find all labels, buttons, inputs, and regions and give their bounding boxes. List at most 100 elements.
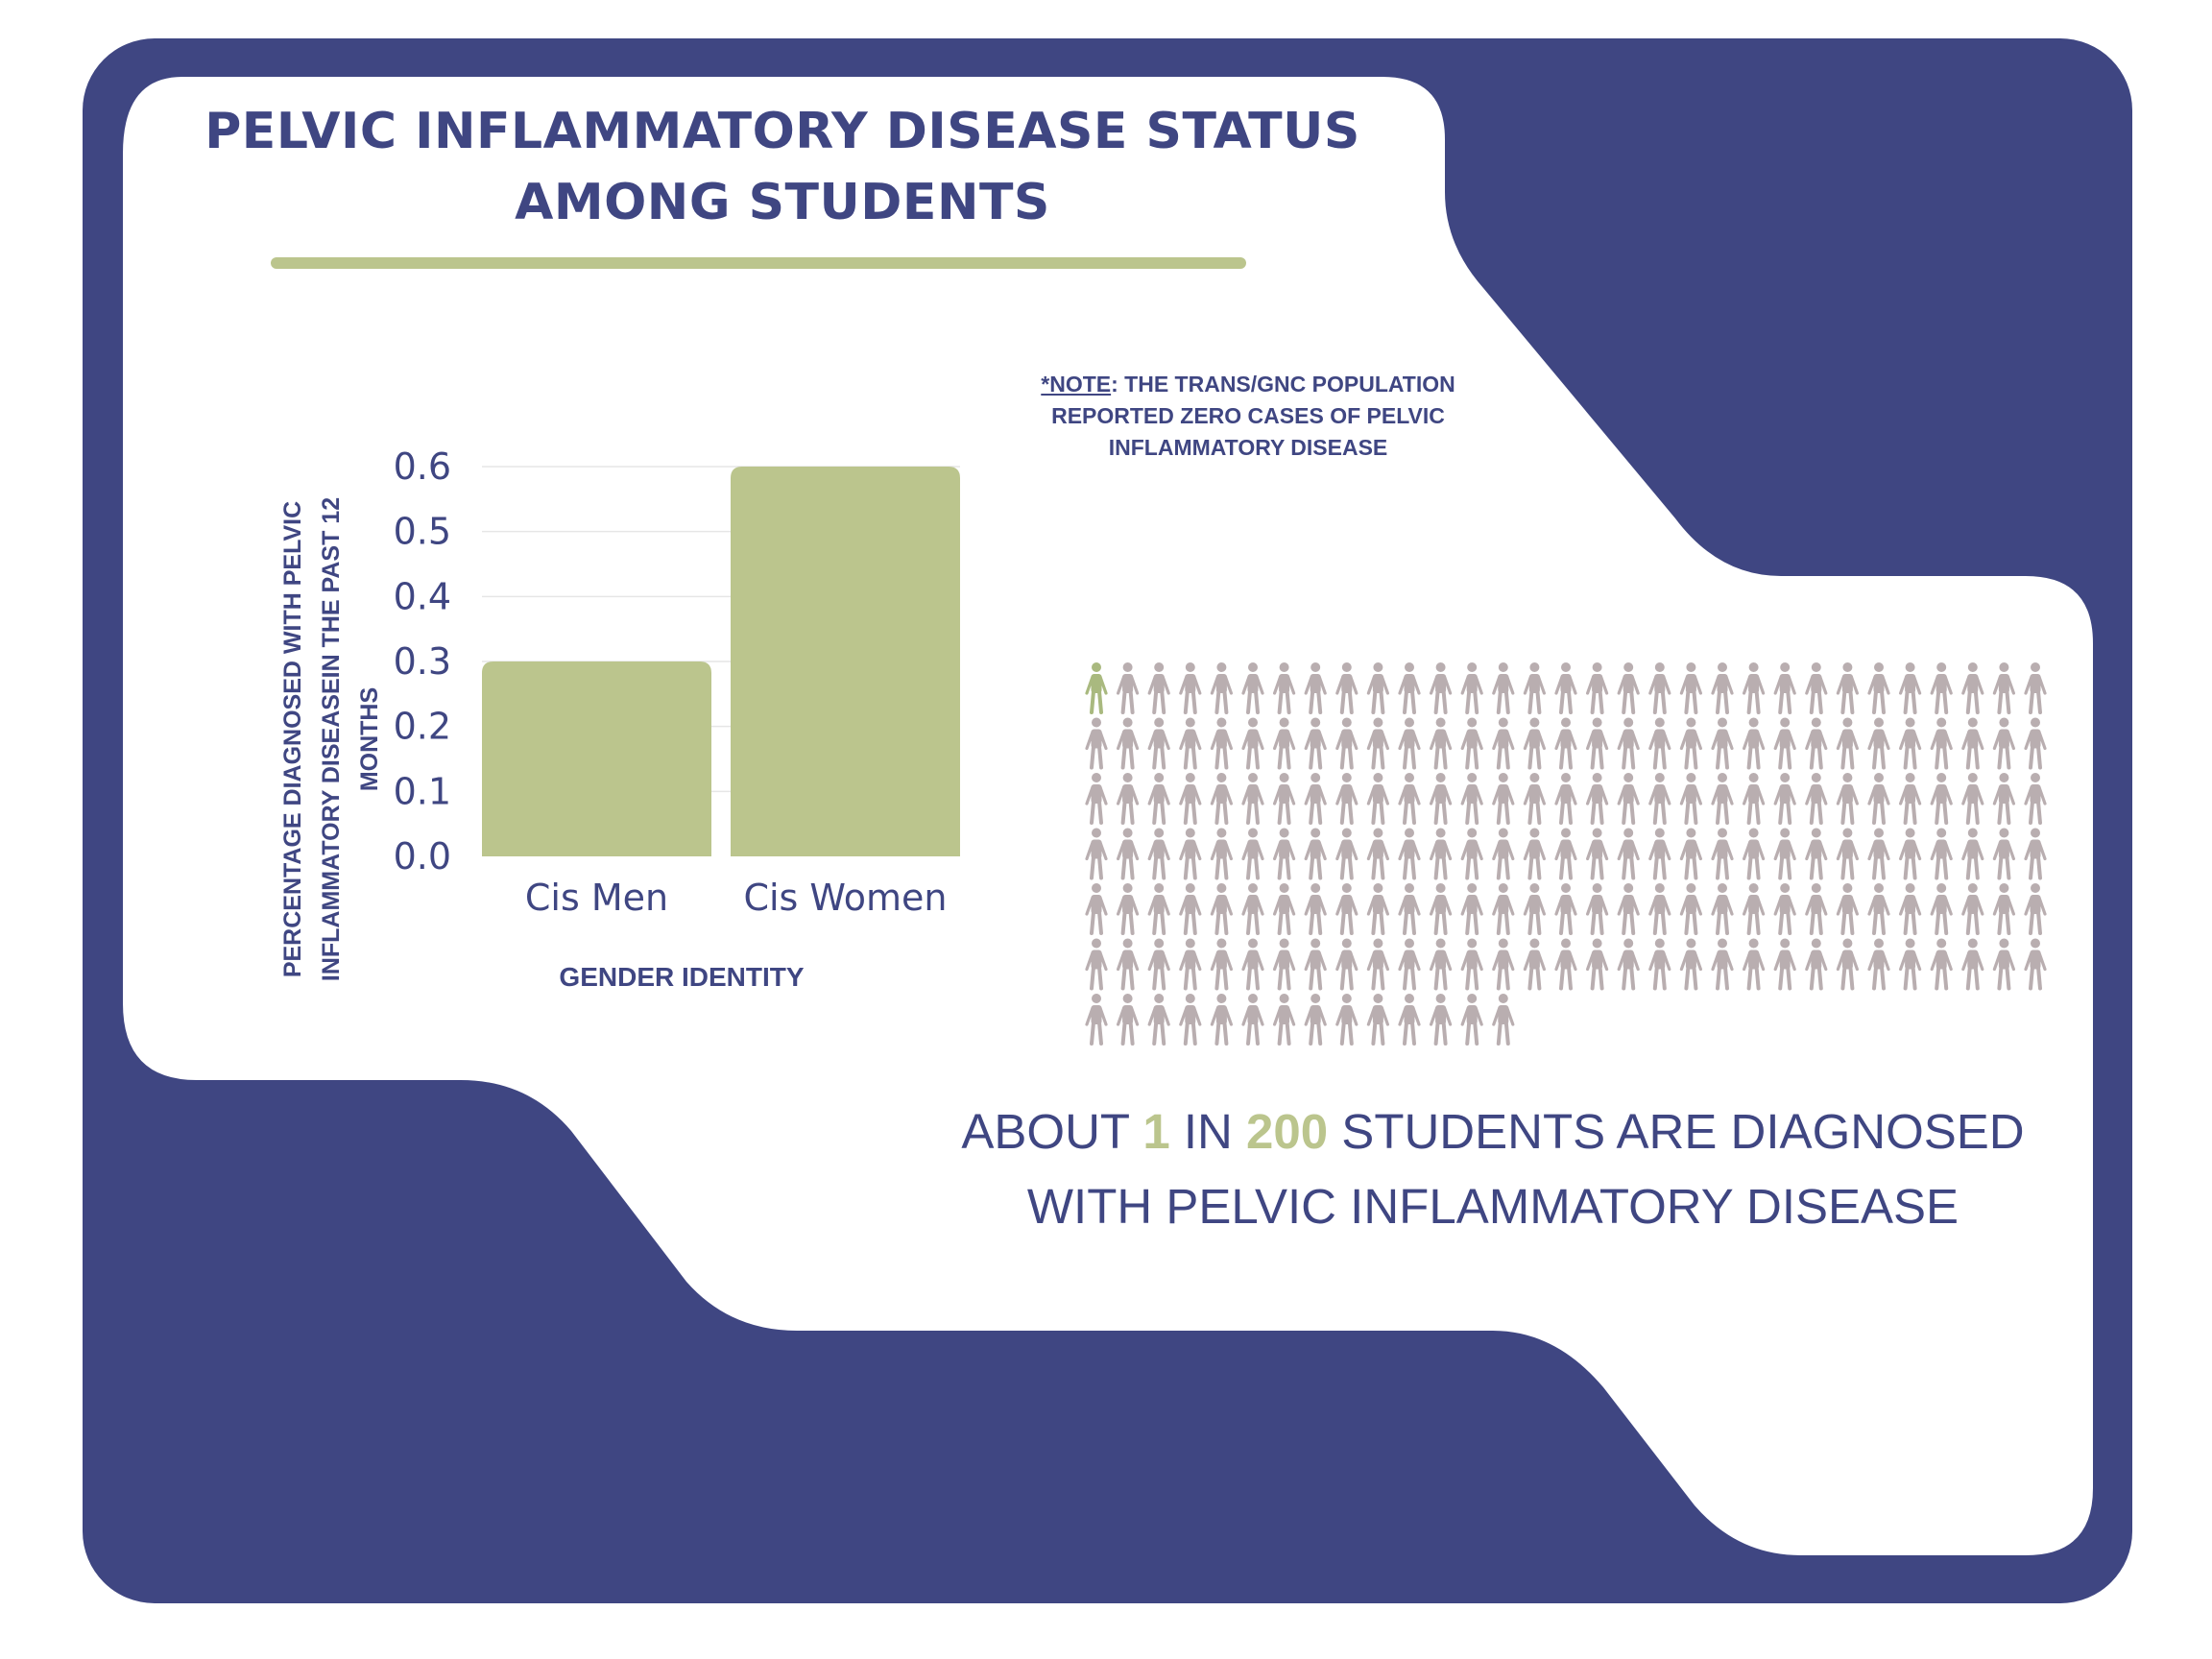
person-icon (1867, 938, 1890, 991)
person-icon (1116, 828, 1140, 880)
person-icon (1210, 773, 1233, 825)
person-icon (1523, 662, 1546, 714)
person-icon (1679, 773, 1703, 825)
person-icon (1085, 938, 1108, 991)
person-icon (1430, 938, 1453, 991)
person-icon (1460, 828, 1483, 880)
person-icon (1617, 828, 1640, 880)
person-icon (1992, 717, 2016, 770)
x-tick-label: Cis Men (525, 877, 668, 919)
person-icon (1179, 773, 1202, 825)
person-icon (1867, 828, 1890, 880)
person-icon (1492, 994, 1515, 1046)
person-icon (1773, 883, 1796, 935)
person-icon (1304, 994, 1327, 1046)
person-icon (1523, 883, 1546, 935)
person-icon (1147, 662, 1170, 714)
person-icon (1492, 717, 1515, 770)
person-icon (1898, 773, 1922, 825)
person-icon (1836, 883, 1860, 935)
person-icon (1679, 828, 1703, 880)
person-icon (1805, 883, 1828, 935)
person-icon (1711, 717, 1734, 770)
person-icon (1898, 828, 1922, 880)
person-icon (1147, 883, 1170, 935)
y-tick-label: 0.2 (394, 706, 451, 748)
y-axis-label: PERCENTAGE DIAGNOSED WITH PELVIC INFLAMM… (279, 496, 383, 982)
person-icon (1147, 773, 1170, 825)
person-icon (1898, 662, 1922, 714)
person-icon (1179, 938, 1202, 991)
person-icon (1304, 662, 1327, 714)
person-icon (1742, 938, 1766, 991)
y-tick-label: 0.1 (394, 770, 451, 812)
person-icon (1585, 662, 1609, 714)
person-icon (1867, 717, 1890, 770)
person-icon (1210, 828, 1233, 880)
person-icon (1492, 773, 1515, 825)
person-icon (1836, 717, 1860, 770)
person-icon (1773, 828, 1796, 880)
person-icon (1147, 994, 1170, 1046)
bar-chart: 0.0 0.1 0.2 0.3 0.4 0.5 0.6 Cis Men Cis Women (394, 445, 960, 919)
person-icon (1992, 828, 2016, 880)
person-icon (1116, 938, 1140, 991)
stat-text: ABOUT 1 IN 200 STUDENTS ARE DIAGNOSED WI… (907, 1094, 2079, 1244)
person-icon (1492, 938, 1515, 991)
person-icon (1523, 828, 1546, 880)
person-icon (1241, 717, 1264, 770)
person-icon (1930, 717, 1953, 770)
person-icon (1241, 994, 1264, 1046)
person-icon (1805, 828, 1828, 880)
person-icon (1492, 828, 1515, 880)
person-icon (1742, 883, 1766, 935)
person-icon (1460, 994, 1483, 1046)
person-icon (1147, 717, 1170, 770)
person-icon (1210, 717, 1233, 770)
person-icon (1366, 773, 1389, 825)
note-body: : THE TRANS/GNC POPULATION REPORTED ZERO… (1051, 372, 1455, 460)
person-icon (1961, 662, 1984, 714)
person-icon (1554, 773, 1577, 825)
person-icon (1679, 662, 1703, 714)
person-icon (1648, 773, 1671, 825)
person-icon (1241, 883, 1264, 935)
white-content-shape (123, 77, 2093, 1555)
person-icon (1116, 662, 1140, 714)
person-icon (1304, 773, 1327, 825)
person-icon (1366, 938, 1389, 991)
person-icon (2024, 938, 2047, 991)
person-icon (1179, 883, 1202, 935)
person-icon (1398, 828, 1421, 880)
person-icon (1430, 828, 1453, 880)
person-icon (1898, 717, 1922, 770)
person-icon (1711, 662, 1734, 714)
person-icon (1773, 938, 1796, 991)
stat-number-1: 1 (1142, 1104, 1170, 1159)
person-icon (1742, 828, 1766, 880)
person-icon (1085, 883, 1108, 935)
person-icon (1398, 883, 1421, 935)
person-icon (1430, 662, 1453, 714)
person-icon (1179, 994, 1202, 1046)
x-axis-label: GENDER IDENTITY (559, 962, 805, 992)
person-icon (1711, 828, 1734, 880)
person-icon (1992, 773, 2016, 825)
note-label: *NOTE (1041, 372, 1112, 397)
person-icon (1085, 773, 1108, 825)
person-icon (1430, 994, 1453, 1046)
person-icon (1961, 883, 1984, 935)
person-icon (1836, 662, 1860, 714)
bar (731, 467, 960, 856)
person-icon (1304, 883, 1327, 935)
person-icon (1147, 938, 1170, 991)
person-icon (1335, 938, 1358, 991)
person-icon (1085, 994, 1108, 1046)
person-icon (1304, 717, 1327, 770)
person-icon (1492, 662, 1515, 714)
person-icon (1679, 883, 1703, 935)
person-icon (1961, 938, 1984, 991)
x-tick-label: Cis Women (743, 877, 947, 919)
person-icon (1179, 662, 1202, 714)
person-icon (1241, 828, 1264, 880)
